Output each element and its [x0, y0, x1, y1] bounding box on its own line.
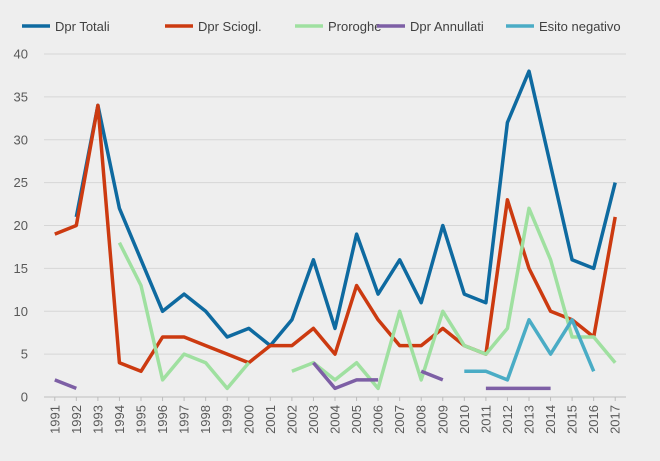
legend-label: Dpr Annullati: [410, 19, 484, 34]
x-tick-label: 2010: [457, 405, 472, 434]
x-tick-label: 1997: [177, 405, 192, 434]
x-tick-label: 2005: [349, 405, 364, 434]
x-tick-label: 2017: [608, 405, 623, 434]
y-tick-label: 5: [21, 347, 28, 362]
series-line-segment: [54, 378, 77, 391]
series-lines: [54, 69, 617, 391]
x-tick-label: 1996: [155, 405, 170, 434]
x-tick-label: 2002: [284, 405, 299, 434]
series-esito-negativo: [464, 318, 596, 382]
legend-label: Esito negativo: [539, 19, 621, 34]
y-tick-label: 10: [14, 304, 28, 319]
x-tick-label: 2007: [392, 405, 407, 434]
x-tick-label: 2000: [241, 405, 256, 434]
x-tick-label: 1999: [220, 405, 235, 434]
x-tick-label: 1991: [47, 405, 62, 434]
series-line-segment: [420, 369, 444, 382]
series-dpr-annullati: [54, 361, 551, 391]
series-line-segment: [464, 318, 596, 382]
x-tick-label: 2003: [306, 405, 321, 434]
series-proroghe: [117, 206, 617, 391]
x-tick-label: 2009: [435, 405, 450, 434]
y-tick-label: 20: [14, 218, 28, 233]
x-axis: 1991 1992 1993 1994 1995 1996 1997 1998 1999 2000…: [47, 397, 623, 434]
legend-item: Esito negativo: [506, 19, 621, 34]
x-tick-label: 2011: [478, 405, 493, 433]
series-line-segment: [117, 241, 251, 391]
x-tick-label: 2008: [414, 405, 429, 434]
x-tick-label: 2016: [586, 405, 601, 434]
y-tick-label: 30: [14, 132, 28, 147]
legend-item: Dpr Totali: [22, 19, 110, 34]
y-tick-label: 40: [14, 47, 28, 62]
legend-item: Proroghe: [295, 19, 381, 34]
x-tick-label: 2001: [263, 405, 278, 434]
x-tick-label: 1993: [90, 405, 105, 434]
x-tick-label: 2014: [543, 405, 558, 434]
x-tick-label: 2006: [371, 405, 386, 434]
legend-label: Dpr Sciogl.: [198, 19, 262, 34]
x-tick-label: 1992: [69, 405, 84, 434]
x-tick-label: 2012: [500, 405, 515, 434]
series-line-segment: [312, 361, 379, 391]
x-tick-label: 2004: [328, 405, 343, 434]
x-tick-label: 2013: [522, 405, 537, 434]
series-line-segment: [74, 69, 617, 348]
legend-label: Proroghe: [328, 19, 381, 34]
y-tick-label: 15: [14, 261, 28, 276]
series-dpr-totali: [74, 69, 617, 348]
y-tick-label: 0: [21, 390, 28, 405]
legend-item: Dpr Sciogl.: [165, 19, 262, 34]
x-tick-label: 1998: [198, 405, 213, 434]
legend-item: Dpr Annullati: [377, 19, 484, 34]
x-tick-label: 1995: [134, 405, 149, 434]
legend-label: Dpr Totali: [55, 19, 110, 34]
x-tick-label: 1994: [112, 405, 127, 434]
y-tick-label: 25: [14, 175, 28, 190]
y-tick-label: 35: [14, 89, 28, 104]
y-axis: 0 5 10 15 20 25 30 35 40: [14, 47, 28, 405]
legend: Dpr Totali Dpr Sciogl. Proroghe Dpr Annulla…: [22, 19, 621, 34]
series-line-segment: [291, 206, 617, 391]
x-tick-label: 2015: [565, 405, 580, 434]
